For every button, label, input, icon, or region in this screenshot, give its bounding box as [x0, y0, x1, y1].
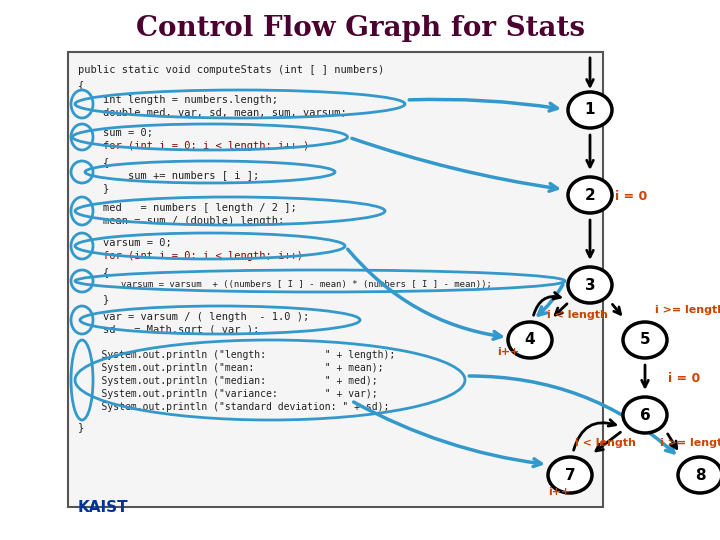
Text: }: } — [78, 294, 109, 304]
Ellipse shape — [548, 457, 592, 493]
Text: Control Flow Graph for Stats: Control Flow Graph for Stats — [135, 15, 585, 42]
Text: i = 0: i = 0 — [615, 190, 647, 202]
Text: varsum = varsum  + ((numbers [ I ] - mean) * (numbers [ I ] - mean));: varsum = varsum + ((numbers [ I ] - mean… — [78, 280, 492, 289]
Ellipse shape — [623, 397, 667, 433]
Text: i < length: i < length — [575, 438, 636, 448]
Text: 4: 4 — [525, 333, 535, 348]
Ellipse shape — [508, 322, 552, 358]
Text: 1: 1 — [585, 103, 595, 118]
Text: sd   = Math.sqrt ( var );: sd = Math.sqrt ( var ); — [78, 325, 259, 335]
Text: i++: i++ — [497, 347, 519, 357]
Text: i < length: i < length — [547, 310, 608, 320]
Ellipse shape — [568, 92, 612, 128]
Text: i >= length: i >= length — [660, 438, 720, 448]
Text: med   = numbers [ length / 2 ];: med = numbers [ length / 2 ]; — [78, 203, 297, 213]
Text: for (int i = 0; i < length; i++): for (int i = 0; i < length; i++) — [78, 251, 303, 261]
Text: 2: 2 — [585, 187, 595, 202]
Text: System.out.println ("median:          " + med);: System.out.println ("median: " + med); — [78, 376, 377, 386]
Ellipse shape — [568, 177, 612, 213]
Text: i >= length: i >= length — [655, 305, 720, 315]
Ellipse shape — [678, 457, 720, 493]
Text: KAIST: KAIST — [78, 500, 129, 515]
Text: sum += numbers [ i ];: sum += numbers [ i ]; — [78, 170, 259, 180]
Bar — [68, 52, 603, 507]
Text: }: } — [78, 183, 109, 193]
Text: {: { — [78, 267, 109, 277]
Text: i++: i++ — [548, 487, 570, 497]
Text: }: } — [78, 422, 84, 432]
Text: 8: 8 — [695, 468, 706, 483]
Text: System.out.println ("length:          " + length);: System.out.println ("length: " + length)… — [78, 350, 395, 360]
Text: varsum = 0;: varsum = 0; — [78, 238, 172, 248]
Text: 3: 3 — [585, 278, 595, 293]
Text: for (int i = 0; i < length; i++ ): for (int i = 0; i < length; i++ ) — [78, 141, 310, 151]
Text: public static void computeStats (int [ ] numbers): public static void computeStats (int [ ]… — [78, 65, 384, 75]
Ellipse shape — [568, 267, 612, 303]
Text: System.out.println ("mean:            " + mean);: System.out.println ("mean: " + mean); — [78, 363, 384, 373]
Text: {: { — [78, 80, 84, 90]
Text: double med, var, sd, mean, sum, varsum;: double med, var, sd, mean, sum, varsum; — [78, 108, 347, 118]
Text: {: { — [78, 157, 109, 167]
Text: 6: 6 — [639, 408, 650, 422]
Text: i = 0: i = 0 — [668, 372, 701, 384]
Ellipse shape — [623, 322, 667, 358]
Text: System.out.println ("standard deviation: " + sd);: System.out.println ("standard deviation:… — [78, 402, 390, 412]
Text: 5: 5 — [639, 333, 650, 348]
Text: var = varsum / ( length  - 1.0 );: var = varsum / ( length - 1.0 ); — [78, 312, 310, 322]
Text: mean = sum / (double) length;: mean = sum / (double) length; — [78, 216, 284, 226]
Text: 7: 7 — [564, 468, 575, 483]
Text: System.out.println ("variance:        " + var);: System.out.println ("variance: " + var); — [78, 389, 377, 399]
Text: int length = numbers.length;: int length = numbers.length; — [78, 95, 278, 105]
Text: sum = 0;: sum = 0; — [78, 128, 153, 138]
